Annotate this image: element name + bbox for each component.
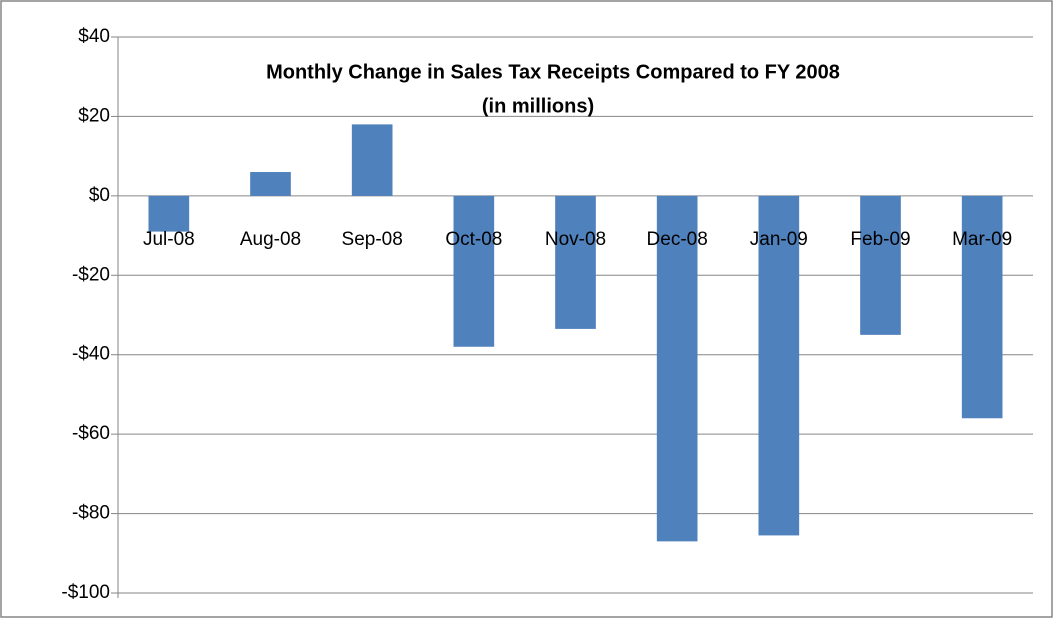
x-tick-label: Jan-09 — [750, 229, 808, 250]
y-tick-label: -$40 — [72, 344, 110, 365]
x-tick-label: Aug-08 — [240, 229, 301, 250]
x-tick-label: Sep-08 — [342, 229, 403, 250]
y-tick-label: $0 — [89, 185, 110, 206]
x-tick-label: Jul-08 — [143, 229, 195, 250]
x-tick-label: Nov-08 — [545, 229, 606, 250]
x-tick-label: Feb-09 — [850, 229, 910, 250]
bar — [148, 195, 190, 232]
x-tick-label: Mar-09 — [952, 229, 1012, 250]
y-tick-label: $40 — [78, 26, 110, 47]
x-tick-label: Oct-08 — [445, 229, 502, 250]
bar — [758, 195, 800, 536]
y-tick-label: -$100 — [61, 582, 110, 603]
bar — [250, 172, 291, 196]
x-tick-label: Dec-08 — [647, 229, 708, 250]
bar — [656, 195, 698, 542]
bar — [555, 195, 596, 329]
y-tick-label: -$80 — [72, 503, 110, 524]
chart-title: Monthly Change in Sales Tax Receipts Com… — [266, 61, 840, 83]
y-tick-label: $20 — [78, 105, 110, 126]
bar — [351, 124, 393, 196]
y-tick-label: -$60 — [72, 423, 110, 444]
y-tick-label: -$20 — [72, 264, 110, 285]
bar — [453, 195, 495, 347]
chart-subtitle: (in millions) — [482, 95, 594, 117]
bar — [860, 195, 901, 335]
bar — [961, 195, 1003, 419]
